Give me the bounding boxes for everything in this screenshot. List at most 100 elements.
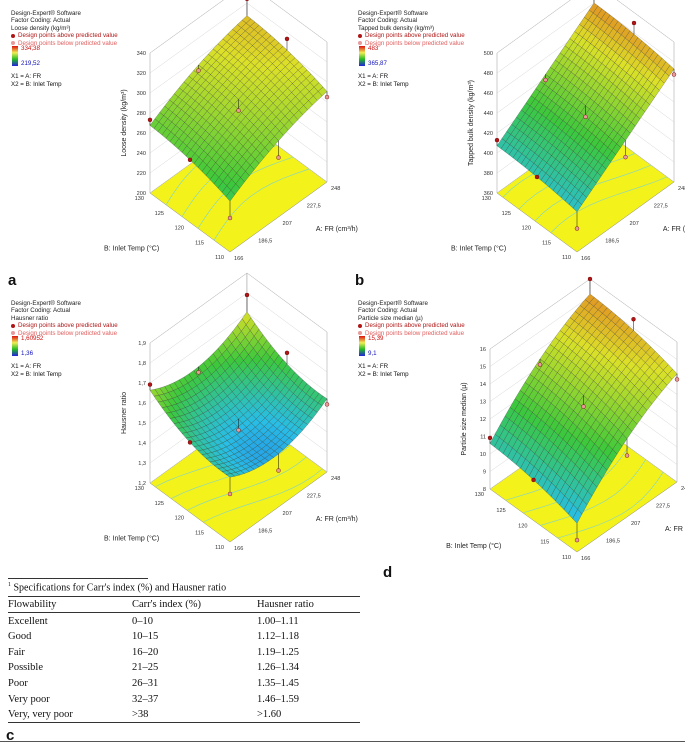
floor-contour: [557, 471, 664, 539]
wall-gridline: [149, 0, 224, 54]
surface-cell: [225, 473, 236, 478]
surface-plot-b: 360 380 400 420 440 460 480 500 166 186,5 207 227,5…: [451, 0, 685, 262]
y-tick-label: 120: [522, 226, 531, 232]
design-point: [284, 350, 290, 356]
design-point: [196, 370, 201, 375]
legend-d: Design-Expert® Software Factor Coding: A…: [358, 300, 465, 337]
wall-gridline: [589, 278, 678, 343]
factor-x1: X1 = A: FR: [358, 73, 389, 80]
design-point: [487, 435, 493, 441]
range-max: 483: [368, 45, 379, 52]
panel-a: Design-Expert® Software Factor Coding: A…: [0, 0, 358, 290]
design-point: [531, 477, 536, 483]
wall-gridline: [246, 312, 328, 373]
x-tick-label: 227,5: [307, 494, 321, 500]
design-point: [276, 468, 281, 473]
panel-letter-a: a: [8, 272, 17, 289]
table-cell: >1.60: [257, 709, 282, 721]
x-tick-label: 186,5: [258, 239, 272, 245]
bottom-rule: [0, 741, 685, 742]
color-range-bar: [12, 336, 18, 356]
design-point: [276, 155, 281, 160]
surface-cell: [225, 190, 236, 202]
y-tick-label: 125: [155, 501, 164, 507]
table-cell: 1.12–1.18: [257, 631, 299, 643]
x-tick-label: 248: [331, 186, 340, 192]
z-tick-label: 1,5: [138, 421, 146, 427]
y-tick-label: 120: [518, 524, 527, 530]
table-row: Very, very poor >38 >1.60: [8, 707, 360, 723]
factor-coding-label: Factor Coding: Actual: [358, 17, 418, 25]
y-tick-label: 110: [215, 545, 224, 551]
table-cell: Poor: [8, 678, 28, 689]
design-point: [631, 317, 636, 322]
design-point: [147, 382, 153, 387]
table-cell: Very, very poor: [8, 709, 73, 721]
legend-below: Design points below predicted value: [11, 40, 118, 47]
table-row: Very poor 32–37 1.46–1.59: [8, 691, 360, 707]
table-cell: Very poor: [8, 693, 50, 705]
table-cell: 1.26–1.34: [257, 662, 299, 674]
z-tick-label: 340: [137, 51, 146, 57]
y-tick-label: 115: [540, 539, 549, 545]
table-cell: Possible: [8, 662, 44, 674]
table-cell: 26–31: [132, 678, 159, 689]
table-cell: 1.00–1.11: [257, 615, 299, 627]
legend-above: Design points above predicted value: [11, 32, 118, 39]
design-point: [227, 491, 233, 497]
color-range-bar: [359, 46, 365, 66]
floor-contour: [550, 176, 668, 233]
response-label: Particle size median (µ): [358, 314, 423, 322]
table-cell: 0–10: [132, 615, 153, 627]
header-flowability: Flowability: [8, 599, 57, 611]
z-tick-label: 12: [480, 417, 486, 423]
x-tick-label: 207: [631, 521, 640, 527]
z-axis-label: Particle size median (µ): [461, 382, 468, 455]
z-tick-label: 1,8: [138, 361, 146, 367]
wall-gridline: [149, 292, 248, 364]
z-tick-label: 16: [480, 347, 486, 353]
z-tick-label: 13: [480, 400, 486, 406]
design-point: [147, 117, 153, 123]
z-axis-label: Loose density (kg/m³): [121, 89, 128, 156]
y-tick-label: 110: [562, 255, 571, 261]
x-tick-label: 207: [283, 511, 292, 517]
wall-gridline: [496, 0, 571, 54]
range-min: 219,52: [21, 60, 40, 67]
factor-x2: X2 = B: Inlet Temp: [358, 81, 409, 88]
z-tick-label: 1,3: [138, 461, 146, 467]
panel-d: Design-Expert® Software Factor Coding: A…: [347, 276, 685, 581]
y-tick-label: 125: [502, 211, 511, 217]
z-tick-label: 1,2: [138, 481, 146, 487]
surface-cell: [572, 509, 583, 524]
legend-below: Design points below predicted value: [11, 330, 118, 337]
table-cell: Excellent: [8, 615, 48, 627]
range-min: 365,87: [368, 60, 387, 67]
table-cell: 32–37: [132, 693, 159, 705]
x-axis-label: A: FR (cm³/h): [316, 516, 358, 523]
factor-x1: X1 = A: FR: [11, 363, 42, 370]
x-tick-label: 207: [630, 221, 639, 227]
factor-x1: X1 = A: FR: [358, 363, 389, 370]
z-tick-label: 500: [484, 51, 493, 57]
software-label: Design-Expert® Software: [358, 300, 428, 307]
y-tick-label: 125: [496, 508, 505, 514]
design-point: [244, 292, 250, 298]
z-tick-label: 11: [480, 435, 486, 441]
panel-b: Design-Expert® Software Factor Coding: A…: [347, 0, 685, 290]
wall-gridline: [496, 2, 595, 74]
x-tick-label: 227,5: [654, 204, 668, 210]
table-row: Excellent 0–10 1.00–1.11: [8, 613, 360, 629]
design-point: [537, 362, 543, 367]
y-tick-label: 115: [542, 240, 551, 246]
legend-below: Design points below predicted value: [358, 40, 465, 47]
z-tick-label: 440: [484, 111, 493, 117]
design-point: [631, 20, 637, 26]
z-tick-label: 420: [484, 131, 493, 137]
y-tick-label: 115: [195, 530, 204, 536]
z-tick-label: 1,7: [138, 381, 146, 387]
z-tick-label: 9: [483, 470, 486, 476]
z-axis-label: Hausner ratio: [121, 392, 128, 434]
design-point: [245, 0, 249, 2]
design-point: [324, 94, 330, 100]
